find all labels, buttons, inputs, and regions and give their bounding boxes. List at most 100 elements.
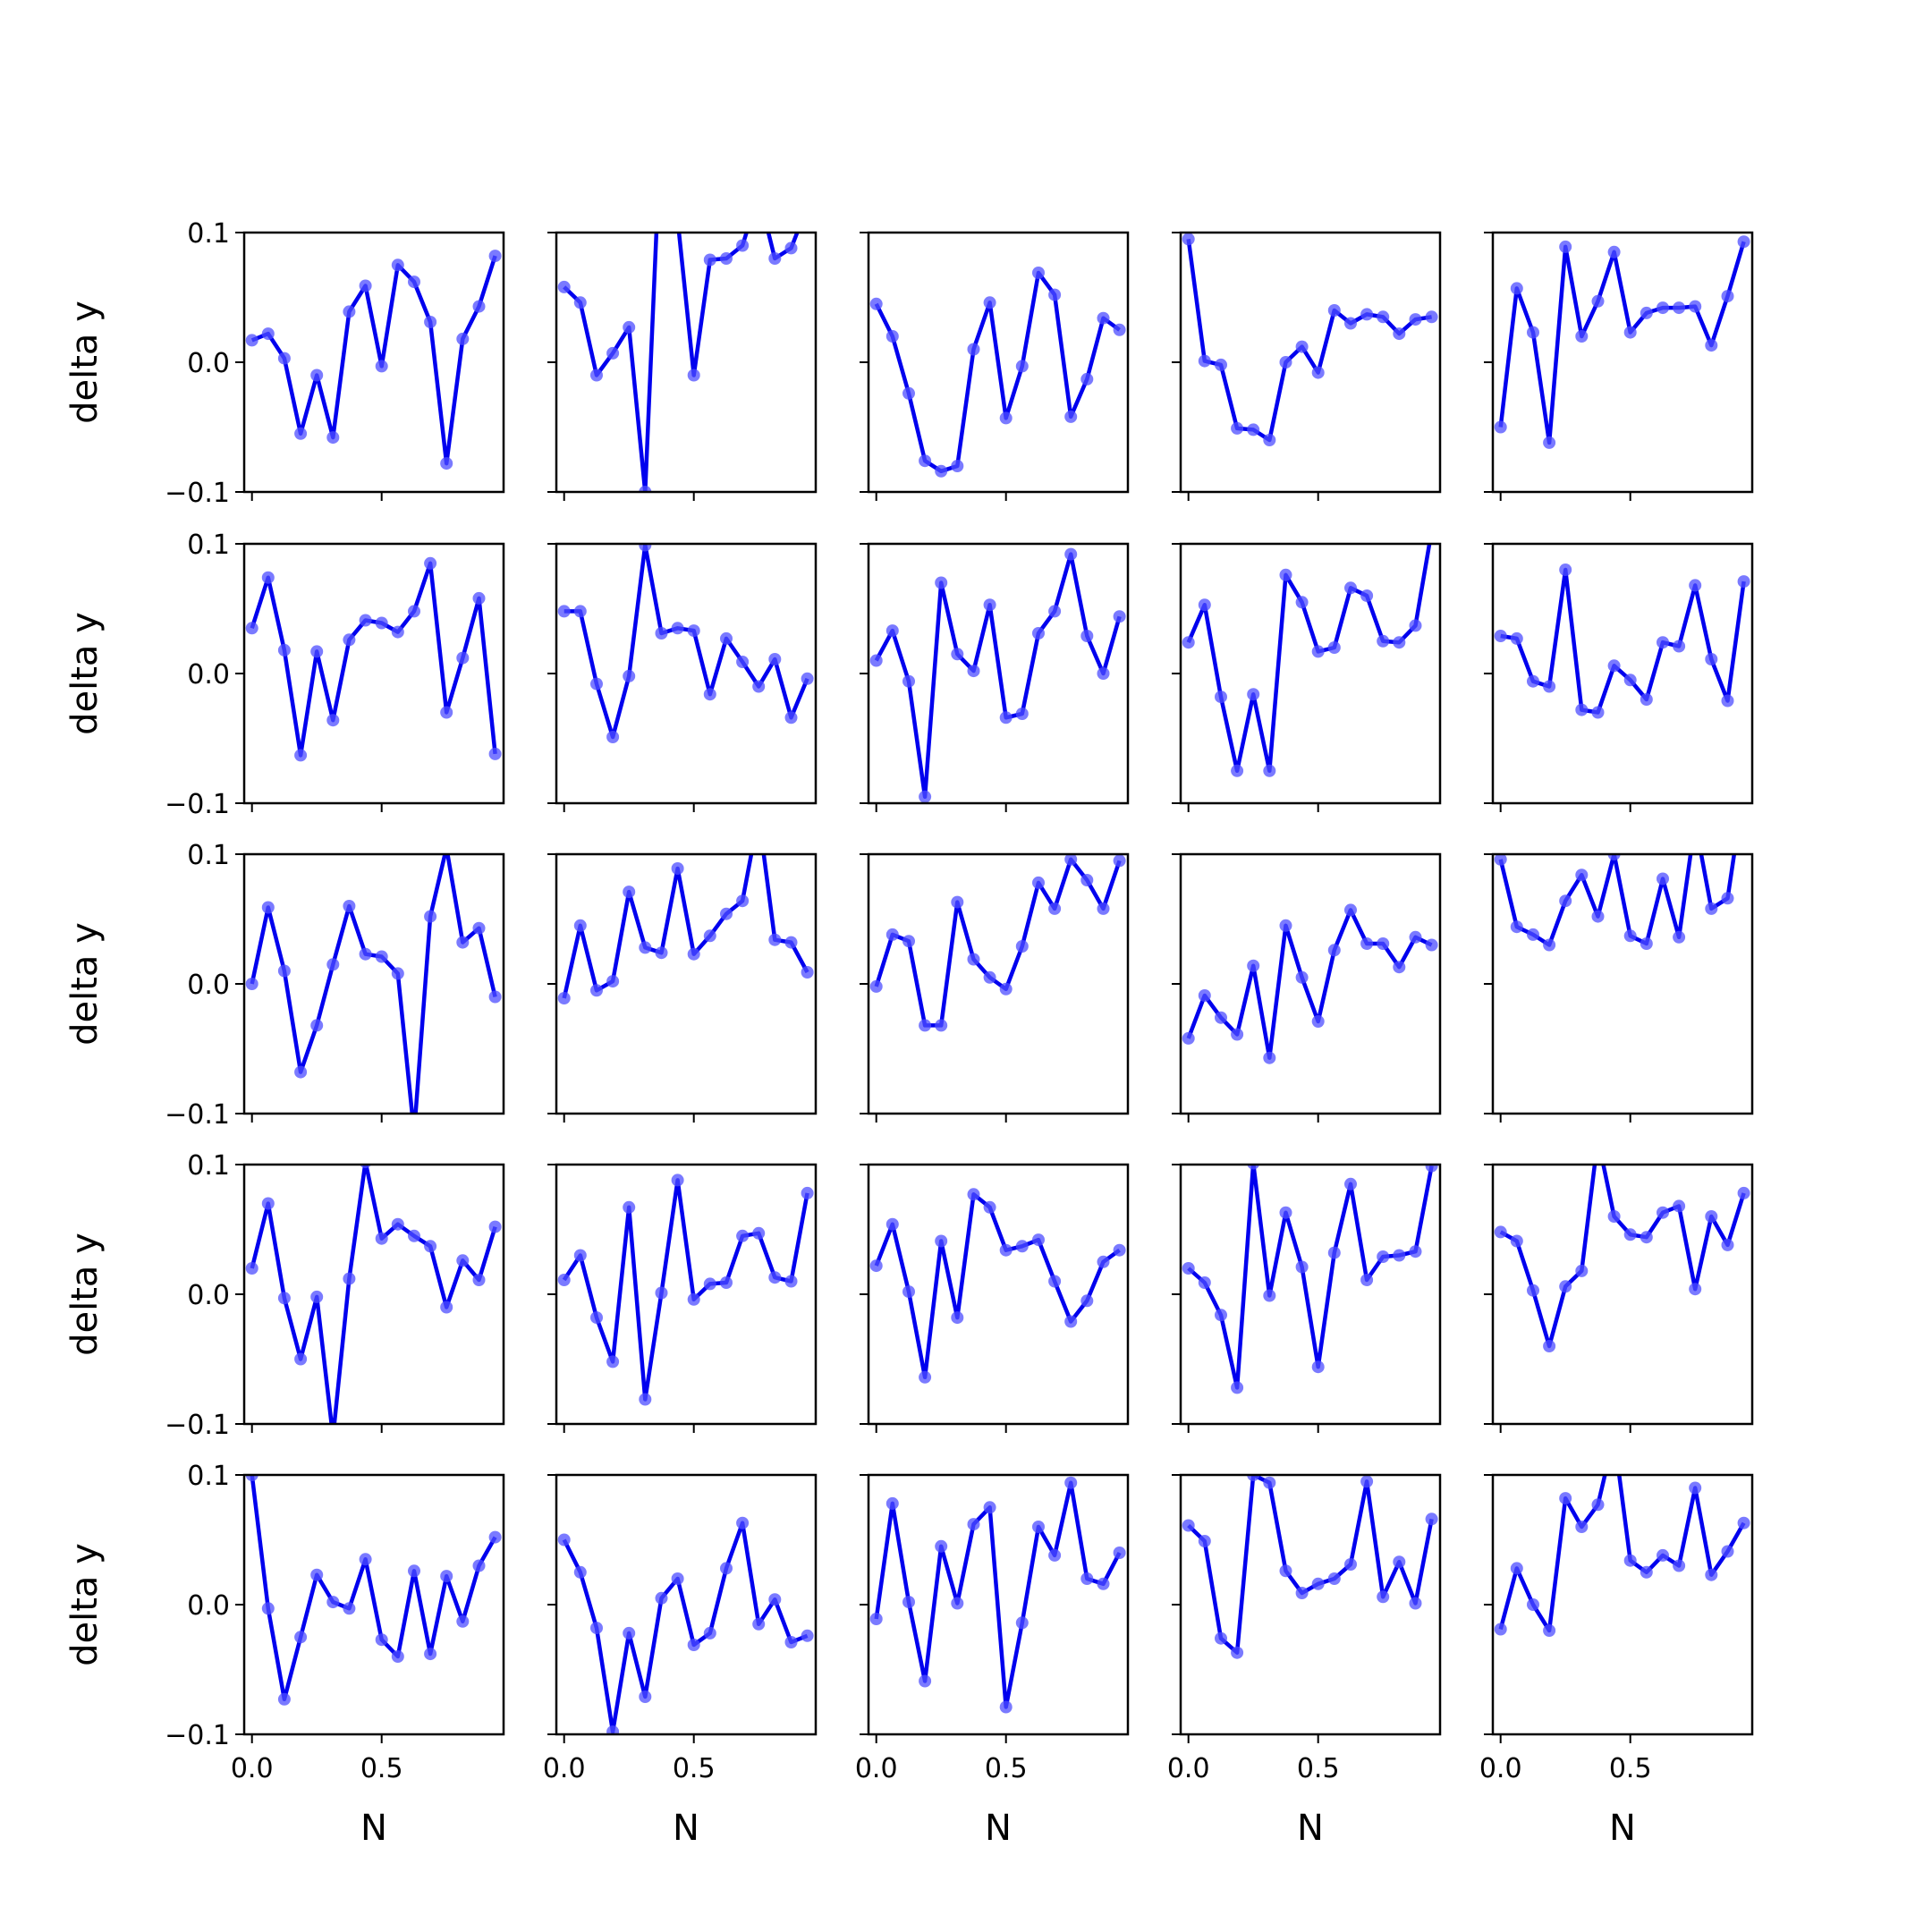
data-point (1327, 304, 1341, 317)
data-point (1673, 301, 1686, 315)
y-tick-label: 0.1 (187, 218, 230, 250)
data-point (1263, 1476, 1276, 1489)
data-point (951, 648, 964, 661)
data-point (687, 624, 700, 638)
data-point (277, 1692, 291, 1706)
data-point (1575, 1264, 1589, 1277)
data-point (1032, 627, 1045, 640)
data-point (1543, 680, 1556, 693)
data-point (294, 1352, 308, 1366)
x-tick-label: 0.0 (1479, 1753, 1522, 1784)
data-point (343, 305, 356, 318)
data-point (1607, 245, 1621, 258)
data-point (919, 790, 932, 803)
data-point (1231, 421, 1244, 435)
data-point (1657, 301, 1669, 315)
data-point (902, 386, 915, 400)
data-point (1311, 366, 1325, 379)
subplot-5-3: 0.0 0.5 N (855, 1473, 1130, 1849)
data-point (1657, 636, 1669, 649)
data-point (1215, 1631, 1227, 1645)
data-point (1311, 1015, 1325, 1028)
data-point (1425, 1165, 1438, 1173)
series-line (1186, 239, 1432, 443)
data-point (424, 316, 437, 328)
data-point (951, 1311, 964, 1325)
data-point (1048, 1548, 1062, 1562)
data-point (639, 486, 652, 492)
data-point (869, 1613, 883, 1625)
data-point (456, 651, 470, 665)
data-point (1215, 1011, 1227, 1024)
data-point (951, 895, 964, 909)
y-tick-label: −0.1 (165, 789, 230, 820)
subplot-plot-area (245, 1165, 502, 1424)
data-point (1198, 598, 1211, 612)
data-point (999, 1700, 1013, 1714)
data-point (261, 327, 275, 341)
data-point (1344, 317, 1357, 330)
data-point (1409, 1245, 1422, 1258)
data-point (1344, 1177, 1357, 1191)
data-point (999, 1243, 1013, 1257)
data-point (720, 252, 733, 265)
data-point (1231, 1381, 1244, 1394)
data-point (1080, 874, 1094, 886)
data-point (310, 1568, 324, 1581)
data-point (590, 1311, 603, 1325)
data-point (1263, 1289, 1276, 1302)
series-line (1499, 1165, 1746, 1349)
data-point (606, 975, 620, 988)
data-point (343, 633, 356, 647)
data-point (375, 360, 388, 373)
data-point (1494, 630, 1507, 642)
y-tick-label: −0.1 (165, 1099, 230, 1131)
subplot-3-3 (860, 852, 1130, 1123)
data-point (472, 1559, 486, 1572)
series-line (562, 1521, 809, 1734)
data-point (623, 886, 636, 899)
data-point (440, 706, 453, 719)
series-line (250, 561, 497, 758)
data-point (1705, 902, 1718, 915)
data-point (935, 464, 948, 478)
data-point (1623, 674, 1637, 687)
data-point (671, 1572, 684, 1585)
data-point (1527, 674, 1539, 688)
data-point (1360, 1274, 1374, 1286)
data-point (1263, 1051, 1276, 1064)
data-point (623, 320, 636, 334)
data-point (1377, 310, 1390, 324)
x-tick-label: 0.5 (1609, 1753, 1652, 1784)
data-point (902, 1285, 915, 1299)
data-point (935, 1539, 948, 1553)
data-point (1279, 1206, 1292, 1219)
data-point (488, 1530, 502, 1544)
data-point (1591, 706, 1605, 719)
series-line (1498, 1475, 1746, 1633)
data-point (408, 1229, 420, 1242)
data-point (294, 1631, 308, 1644)
data-point (1640, 306, 1653, 319)
data-point (359, 1553, 372, 1566)
subplot-plot-area (869, 267, 1126, 478)
subplot-1-3 (860, 231, 1130, 501)
subplot-2-3 (860, 542, 1130, 812)
data-point (1673, 930, 1686, 944)
data-point (557, 280, 571, 293)
data-point (557, 1533, 571, 1546)
data-point (277, 1292, 291, 1305)
data-point (801, 1629, 814, 1642)
data-point (326, 714, 340, 727)
series-line (250, 854, 497, 1114)
data-point (623, 1200, 636, 1214)
series-line (250, 255, 497, 466)
series-line (1498, 854, 1737, 947)
y-tick-label: −0.1 (165, 478, 230, 509)
data-point (277, 352, 291, 365)
x-axis-label: N (985, 1808, 1012, 1849)
series-line (563, 233, 800, 492)
data-point (1113, 323, 1126, 336)
subplot-plot-area (245, 250, 502, 470)
data-point (951, 1597, 964, 1610)
